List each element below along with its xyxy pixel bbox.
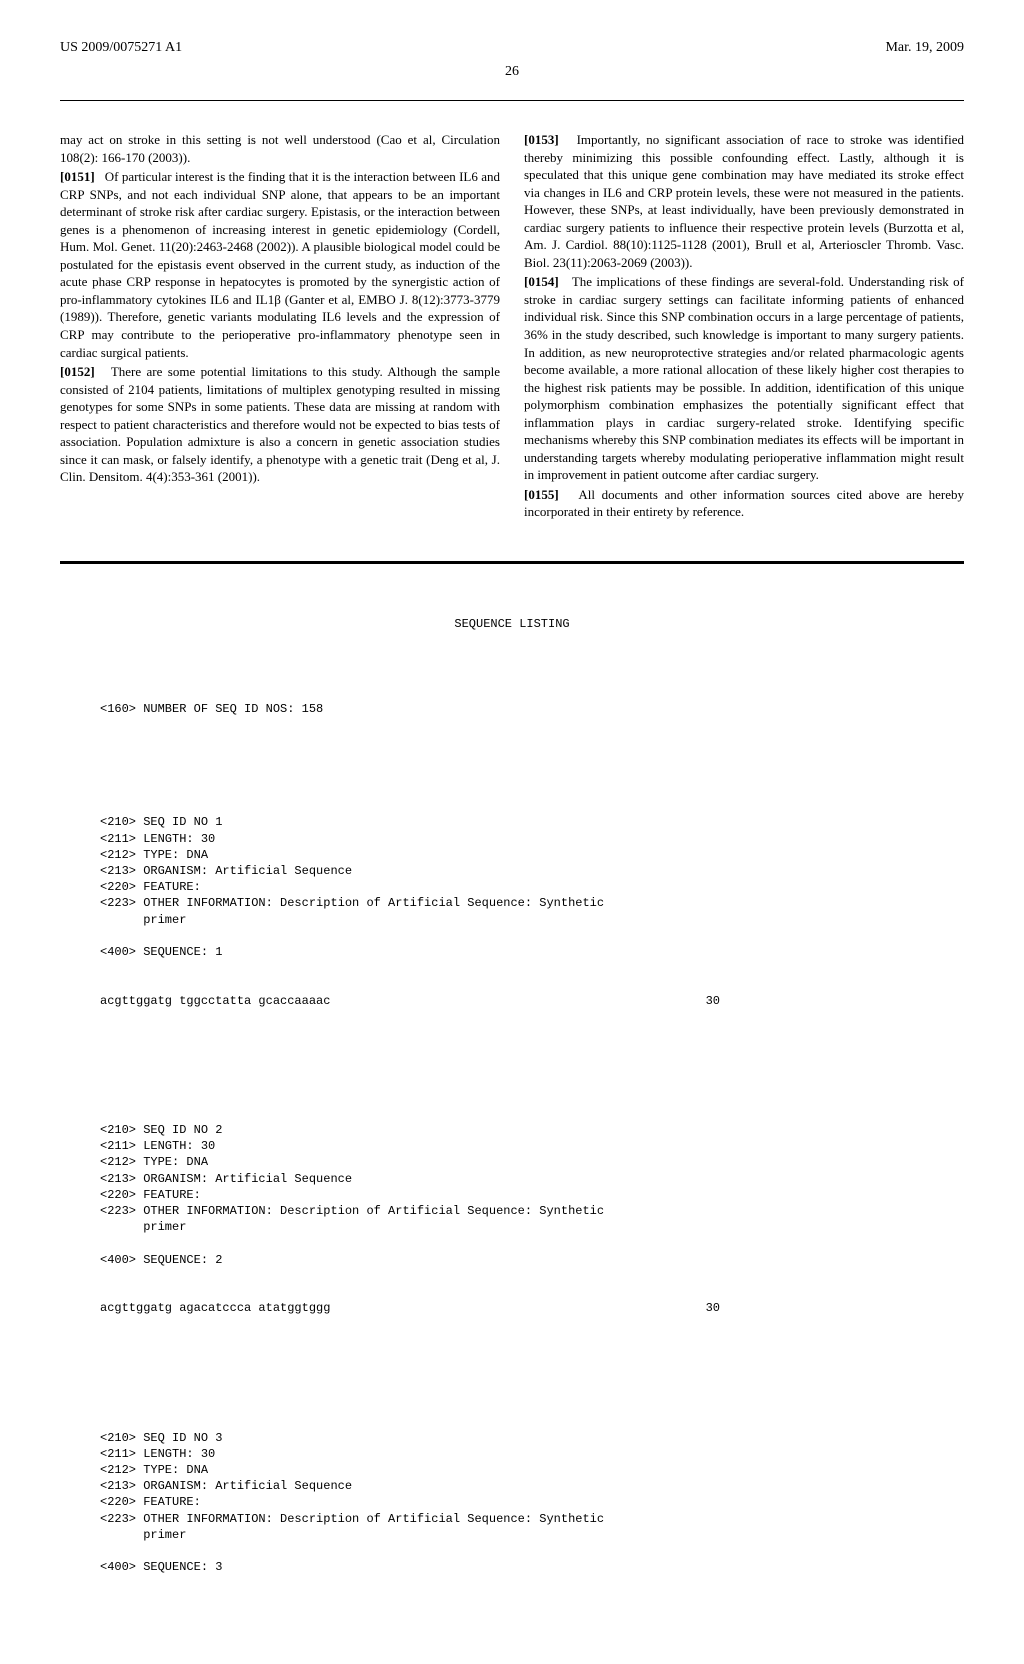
page-container: US 2009/0075271 A1 Mar. 19, 2009 26 may … bbox=[0, 0, 1024, 1664]
seq-bases: acgttggatg tggcctatta gcaccaaaac bbox=[100, 993, 330, 1009]
seq-h: <210> SEQ ID NO 1 bbox=[100, 815, 222, 829]
seq-h: <211> LENGTH: 30 bbox=[100, 1139, 215, 1153]
seq-h: <220> FEATURE: bbox=[100, 880, 201, 894]
seq-sequence-1: acgttggatg tggcctatta gcaccaaaac 30 bbox=[100, 993, 720, 1009]
seq-h: <211> LENGTH: 30 bbox=[100, 832, 215, 846]
body-columns: may act on stroke in this setting is not… bbox=[60, 131, 964, 521]
seq-h: <212> TYPE: DNA bbox=[100, 1463, 208, 1477]
publication-number: US 2009/0075271 A1 bbox=[60, 40, 182, 56]
sequence-listing-title: SEQUENCE LISTING bbox=[60, 616, 964, 632]
seq-h: <220> FEATURE: bbox=[100, 1495, 201, 1509]
para-label: [0155] bbox=[524, 487, 559, 502]
seq-h: primer bbox=[100, 1528, 186, 1542]
seq-h: <212> TYPE: DNA bbox=[100, 848, 208, 862]
para-text: There are some potential limitations to … bbox=[60, 364, 500, 484]
seq-sequence-2: acgttggatg agacatccca atatggtggg 30 bbox=[100, 1300, 720, 1316]
para-label: [0153] bbox=[524, 132, 559, 147]
page-number: 26 bbox=[60, 64, 964, 80]
seq-h: primer bbox=[100, 913, 186, 927]
para-text: Importantly, no significant association … bbox=[524, 132, 964, 270]
seq-h: <213> ORGANISM: Artificial Sequence bbox=[100, 1479, 352, 1493]
seq-h: <210> SEQ ID NO 2 bbox=[100, 1123, 222, 1137]
seq-h: <400> SEQUENCE: 1 bbox=[100, 945, 222, 959]
paragraph-0154: [0154] The implications of these finding… bbox=[524, 273, 964, 484]
seq-length: 30 bbox=[706, 993, 720, 1009]
seq-entry-3: <210> SEQ ID NO 3 <211> LENGTH: 30 <212>… bbox=[100, 1413, 964, 1575]
header-divider bbox=[60, 100, 964, 101]
seq-h: <223> OTHER INFORMATION: Description of … bbox=[100, 896, 604, 910]
seq-entry-2: <210> SEQ ID NO 2 <211> LENGTH: 30 <212>… bbox=[100, 1106, 964, 1268]
paragraph-0155: [0155] All documents and other informati… bbox=[524, 486, 964, 521]
para-text: All documents and other information sour… bbox=[524, 487, 964, 520]
page-header: US 2009/0075271 A1 Mar. 19, 2009 bbox=[60, 40, 964, 56]
paragraph-continuation: may act on stroke in this setting is not… bbox=[60, 131, 500, 166]
seq-h: <211> LENGTH: 30 bbox=[100, 1447, 215, 1461]
seq-h: <220> FEATURE: bbox=[100, 1188, 201, 1202]
paragraph-0153: [0153] Importantly, no significant assoc… bbox=[524, 131, 964, 271]
paragraph-0152: [0152] There are some potential limitati… bbox=[60, 363, 500, 486]
para-label: [0154] bbox=[524, 274, 559, 289]
sequence-listing: SEQUENCE LISTING <160> NUMBER OF SEQ ID … bbox=[60, 561, 964, 1624]
seq-length: 30 bbox=[706, 1300, 720, 1316]
paragraph-0151: [0151] Of particular interest is the fin… bbox=[60, 168, 500, 361]
seq-h: <400> SEQUENCE: 2 bbox=[100, 1253, 222, 1267]
seq-bases: acgttggatg agacatccca atatggtggg bbox=[100, 1300, 330, 1316]
seq-h: primer bbox=[100, 1220, 186, 1234]
para-text: Of particular interest is the finding th… bbox=[60, 169, 500, 359]
para-label: [0152] bbox=[60, 364, 95, 379]
seq-h: <212> TYPE: DNA bbox=[100, 1155, 208, 1169]
seq-entry-1: <210> SEQ ID NO 1 <211> LENGTH: 30 <212>… bbox=[100, 798, 964, 960]
seq-h: <213> ORGANISM: Artificial Sequence bbox=[100, 1172, 352, 1186]
publication-date: Mar. 19, 2009 bbox=[885, 40, 964, 56]
seq-count: <160> NUMBER OF SEQ ID NOS: 158 bbox=[100, 701, 964, 717]
seq-h: <210> SEQ ID NO 3 bbox=[100, 1431, 222, 1445]
para-text: The implications of these findings are s… bbox=[524, 274, 964, 482]
para-label: [0151] bbox=[60, 169, 95, 184]
seq-h: <223> OTHER INFORMATION: Description of … bbox=[100, 1204, 604, 1218]
seq-h: <213> ORGANISM: Artificial Sequence bbox=[100, 864, 352, 878]
seq-h: <223> OTHER INFORMATION: Description of … bbox=[100, 1512, 604, 1526]
seq-h: <400> SEQUENCE: 3 bbox=[100, 1560, 222, 1574]
